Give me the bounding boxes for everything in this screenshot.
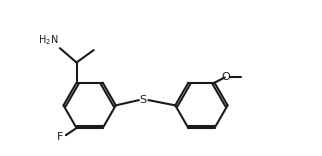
Text: F: F <box>56 132 63 142</box>
Text: H$_2$N: H$_2$N <box>38 33 58 47</box>
Text: S: S <box>140 95 147 105</box>
Text: O: O <box>222 72 230 83</box>
